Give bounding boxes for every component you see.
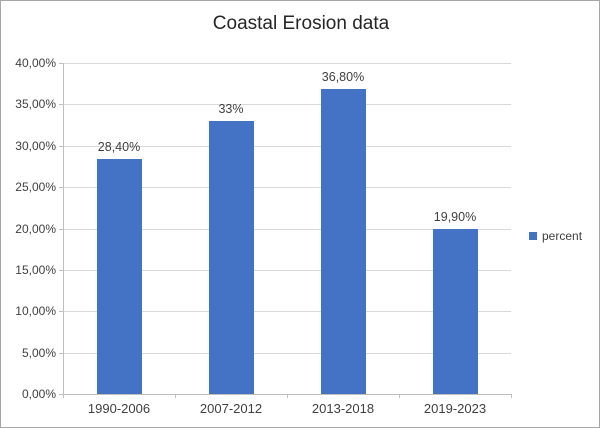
x-axis-category-label: 2013-2018 (311, 401, 375, 416)
y-gridline (63, 352, 511, 354)
y-axis-tick-label: 0,00% (21, 387, 56, 401)
bar-data-label: 36,80% (321, 70, 365, 85)
y-axis-line (63, 63, 64, 394)
y-axis-tick-label: 25,00% (15, 180, 56, 195)
y-axis-tick-label: 10,00% (15, 304, 56, 319)
bar-data-label: 33% (218, 101, 244, 116)
y-gridline (63, 269, 511, 271)
x-axis-tick (511, 394, 512, 398)
y-gridline (63, 63, 511, 64)
x-axis-category-label: 1990-2006 (87, 401, 151, 416)
y-gridline (63, 145, 511, 147)
y-axis-tick-label: 20,00% (15, 221, 56, 236)
y-axis-tick-label: 35,00% (15, 97, 56, 112)
y-gridline (63, 311, 511, 313)
y-axis-tick (59, 311, 63, 313)
x-axis-tick (63, 394, 64, 398)
y-axis-tick-label: 5,00% (21, 345, 56, 360)
bar-data-label: 19,90% (433, 210, 477, 225)
x-axis-category-label: 2007-2012 (199, 401, 263, 416)
x-axis-tick (175, 394, 176, 398)
y-axis-tick (59, 187, 63, 189)
x-axis-category-label: 2019-2023 (423, 401, 487, 416)
y-axis-tick-label: 40,00% (15, 56, 56, 70)
bar (96, 158, 142, 394)
x-axis-tick (399, 394, 400, 398)
y-axis-tick (59, 394, 63, 395)
y-axis-tick (59, 228, 63, 230)
bar (320, 89, 366, 394)
y-gridline (63, 228, 511, 230)
legend-label: percent (542, 229, 583, 243)
bar (432, 229, 478, 394)
y-gridline (63, 187, 511, 189)
x-axis-tick (287, 394, 288, 398)
y-axis-tick (59, 63, 63, 64)
y-gridline (63, 104, 511, 106)
legend-swatch-icon (529, 232, 537, 240)
chart-title: Coastal Erosion data (212, 13, 390, 34)
y-axis-tick-label: 30,00% (15, 138, 56, 153)
bar-data-label: 28,40% (97, 139, 141, 154)
legend: percent (529, 228, 582, 244)
y-axis-tick (59, 104, 63, 106)
y-axis-tick (59, 269, 63, 271)
y-axis-tick-label: 15,00% (15, 262, 56, 277)
bar (208, 120, 254, 394)
y-axis-tick (59, 352, 63, 354)
y-axis-tick (59, 145, 63, 147)
